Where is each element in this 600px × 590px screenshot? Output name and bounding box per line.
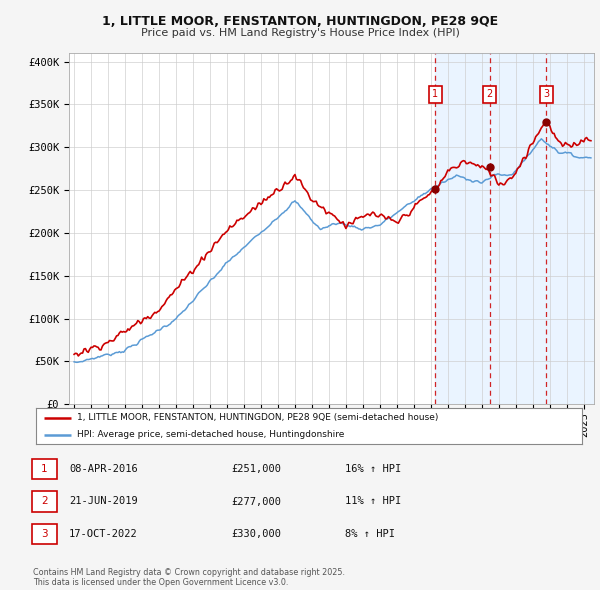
Text: 1: 1 <box>41 464 48 474</box>
Text: HPI: Average price, semi-detached house, Huntingdonshire: HPI: Average price, semi-detached house,… <box>77 430 344 439</box>
Text: 3: 3 <box>543 89 550 99</box>
Text: £251,000: £251,000 <box>231 464 281 474</box>
Text: 17-OCT-2022: 17-OCT-2022 <box>69 529 138 539</box>
Text: 1, LITTLE MOOR, FENSTANTON, HUNTINGDON, PE28 9QE: 1, LITTLE MOOR, FENSTANTON, HUNTINGDON, … <box>102 15 498 28</box>
Text: Price paid vs. HM Land Registry's House Price Index (HPI): Price paid vs. HM Land Registry's House … <box>140 28 460 38</box>
Text: £277,000: £277,000 <box>231 497 281 506</box>
Text: 2: 2 <box>487 89 493 99</box>
Text: 3: 3 <box>41 529 48 539</box>
Text: 11% ↑ HPI: 11% ↑ HPI <box>345 497 401 506</box>
Text: 1: 1 <box>433 89 439 99</box>
Text: 21-JUN-2019: 21-JUN-2019 <box>69 497 138 506</box>
Text: 16% ↑ HPI: 16% ↑ HPI <box>345 464 401 474</box>
Text: 08-APR-2016: 08-APR-2016 <box>69 464 138 474</box>
Text: 8% ↑ HPI: 8% ↑ HPI <box>345 529 395 539</box>
Text: 2: 2 <box>41 497 48 506</box>
Text: Contains HM Land Registry data © Crown copyright and database right 2025.
This d: Contains HM Land Registry data © Crown c… <box>33 568 345 587</box>
Text: 1, LITTLE MOOR, FENSTANTON, HUNTINGDON, PE28 9QE (semi-detached house): 1, LITTLE MOOR, FENSTANTON, HUNTINGDON, … <box>77 414 439 422</box>
Bar <box>436 53 600 404</box>
Text: £330,000: £330,000 <box>231 529 281 539</box>
